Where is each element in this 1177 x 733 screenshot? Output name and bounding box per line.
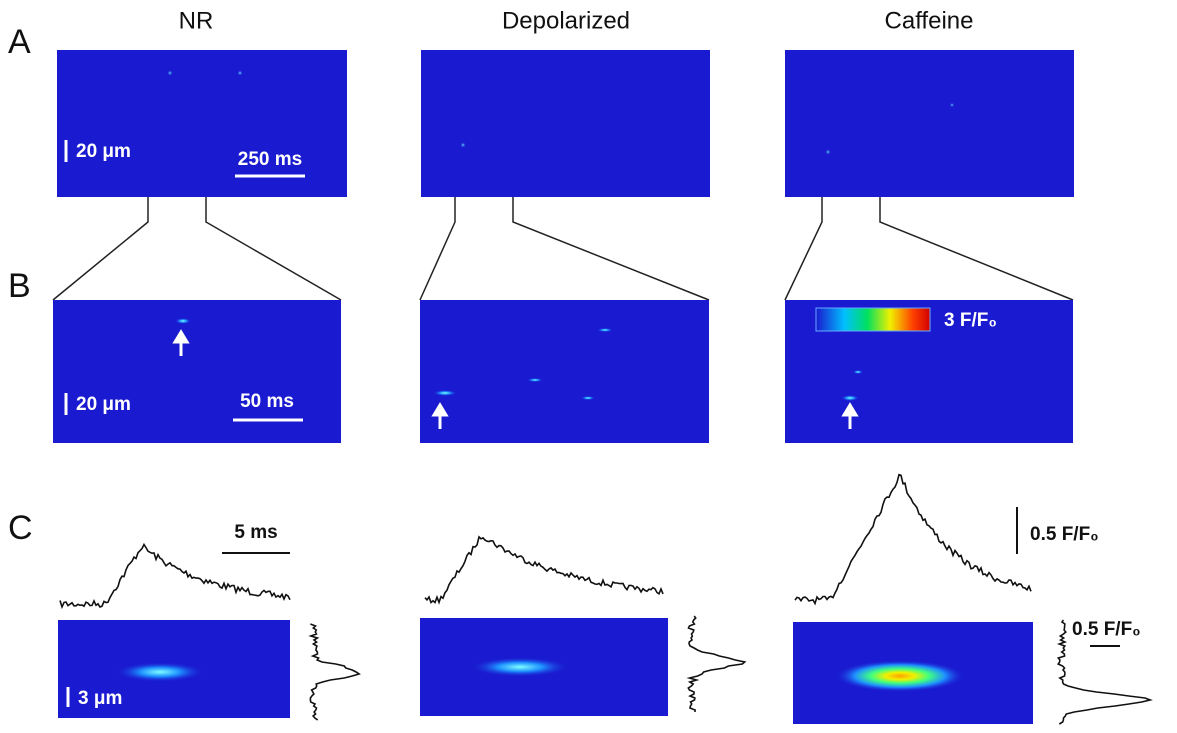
- spark: [115, 662, 205, 682]
- color-bar-label: 3 F/F₀: [944, 310, 997, 331]
- scale-label: 20 μm: [76, 141, 131, 162]
- spatial-profile: [308, 623, 361, 721]
- panel-label: C: [8, 509, 33, 547]
- fluorescence-trace: [424, 535, 664, 605]
- linescan-image: [57, 50, 347, 197]
- linescan-image: [785, 50, 1074, 197]
- column-title: NR: [179, 7, 214, 34]
- spark-blobs: [175, 318, 863, 401]
- panel-label: B: [8, 267, 31, 305]
- spark: [470, 657, 570, 677]
- spark: [835, 660, 965, 692]
- column-title: Depolarized: [502, 7, 630, 34]
- linescan-image: [420, 300, 709, 443]
- scale-label: 0.5 F/F₀: [1030, 524, 1099, 545]
- spatial-profile: [686, 615, 747, 713]
- scale-label: 50 ms: [240, 391, 294, 412]
- spark-dots: [167, 70, 955, 155]
- scale-label: 250 ms: [238, 149, 302, 170]
- scale-label: 5 ms: [234, 522, 277, 543]
- scale-label: 3 μm: [78, 688, 122, 709]
- color-bar: [815, 307, 931, 332]
- linescan-image: [53, 300, 341, 443]
- linescan-image: [421, 50, 710, 197]
- fluorescence-trace: [59, 542, 291, 610]
- scale-label: 20 μm: [76, 394, 131, 415]
- scale-label: 0.5 F/F₀: [1072, 619, 1141, 640]
- zoom-connector: [52, 197, 1074, 301]
- fluorescence-trace: [794, 473, 1032, 606]
- column-title: Caffeine: [885, 7, 974, 34]
- spatial-profile: [1056, 619, 1153, 725]
- panel-label: A: [8, 23, 31, 61]
- arrow: [172, 329, 859, 429]
